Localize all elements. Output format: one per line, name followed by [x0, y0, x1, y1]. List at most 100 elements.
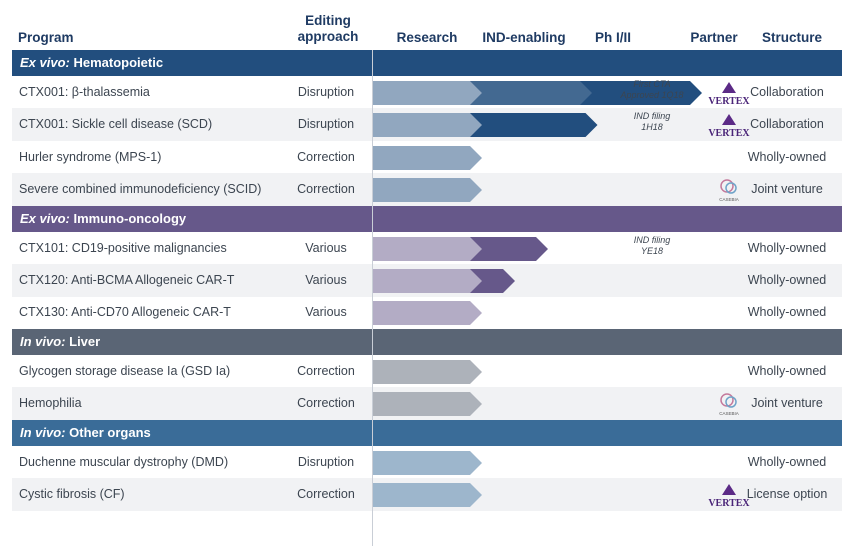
structure: Wholly-owned — [747, 240, 827, 255]
progress-arrow — [372, 450, 482, 475]
section-header: Ex vivo: Immuno-oncology — [12, 205, 842, 232]
editing-approach: Correction — [297, 363, 355, 378]
structure: Wholly-owned — [747, 363, 827, 378]
header-program: Program — [18, 30, 74, 45]
vertex-logo: VERTEX — [708, 114, 750, 139]
table-row: CTX001: β-thalassemia Disruption First CTA… — [12, 76, 842, 109]
section-title: Immuno-oncology — [69, 210, 187, 226]
program-name: Severe combined immunodeficiency (SCID) — [19, 182, 262, 197]
progress-arrow — [372, 145, 482, 170]
svg-text:CASEBIA: CASEBIA — [719, 411, 739, 416]
progress-arrow-head — [372, 145, 482, 170]
svg-text:VERTEX: VERTEX — [708, 96, 750, 107]
progress-arrow — [372, 483, 482, 507]
table-row: Severe combined immunodeficiency (SCID) C… — [12, 173, 842, 207]
progress-arrow — [372, 359, 482, 384]
table-row: CTX130: Anti-CD70 Allogeneic CAR-T Variou… — [12, 296, 842, 329]
progress-arrow — [372, 236, 548, 261]
vertex-logo-mark — [722, 484, 736, 495]
svg-text:VERTEX: VERTEX — [708, 498, 750, 509]
header-partner: Partner — [690, 30, 738, 45]
header-structure: Structure — [761, 30, 822, 45]
vertex-logo: VERTEX — [708, 484, 750, 509]
section-header: Ex vivo: Hematopoietic — [12, 50, 842, 76]
section-header: In vivo: Liver — [12, 328, 842, 355]
structure: Wholly-owned — [747, 454, 827, 469]
table-row: Hurler syndrome (MPS-1) Correction Wholly-… — [12, 141, 842, 174]
vertex-logo-mark — [722, 82, 736, 93]
editing-approach: Correction — [297, 396, 355, 411]
section-title: Liver — [65, 333, 101, 349]
structure: Wholly-owned — [747, 273, 827, 287]
progress-arrow-head — [372, 359, 482, 384]
casebia-logo: CASEBIA — [719, 179, 739, 202]
milestone-note: IND filing 1H18 — [633, 111, 671, 133]
program-name: CTX101: CD19-positive malignancies — [19, 240, 227, 255]
program-name: Duchenne muscular dystrophy (DMD) — [19, 454, 229, 469]
research-segment — [372, 269, 482, 293]
table-row: CTX120: Anti-BCMA Allogeneic CAR-T Variou… — [12, 264, 842, 297]
milestone-note: IND filing YE18 — [633, 234, 671, 256]
editing-approach: Disruption — [297, 454, 355, 469]
progress-arrow — [372, 301, 482, 326]
editing-approach: Various — [305, 240, 347, 255]
progress-arrow — [372, 392, 482, 417]
header-research: Research — [396, 30, 458, 45]
vertex-logo-mark — [722, 114, 736, 126]
editing-approach: Various — [305, 273, 347, 287]
program-name: CTX001: β-thalassemia — [19, 85, 150, 99]
section-title-italic: In vivo: — [20, 424, 66, 440]
structure: Collaboration — [750, 117, 824, 132]
structure: Joint venture — [751, 396, 823, 411]
program-name: CTX120: Anti-BCMA Allogeneic CAR-T — [19, 273, 235, 287]
structure: Joint venture — [751, 182, 823, 197]
program-name: Cystic fibrosis (CF) — [19, 487, 125, 501]
progress-arrow-head — [372, 301, 482, 326]
table-row: Glycogen storage disease Ia (GSD Ia) Corr… — [12, 355, 842, 388]
program-name: Glycogen storage disease Ia (GSD Ia) — [19, 363, 231, 378]
header-ph: Ph I/II — [594, 30, 631, 45]
svg-text:CASEBIA: CASEBIA — [719, 197, 739, 202]
milestone-note: First CTA Approved 1Q18 — [620, 79, 684, 100]
editing-approach: Correction — [297, 487, 355, 501]
editing-approach: Various — [305, 305, 347, 320]
table-row: Hemophilia Correction CASEBIA Joint venture — [12, 387, 842, 421]
section-title: Hematopoietic — [69, 55, 164, 70]
structure: License option — [746, 487, 828, 501]
progress-arrow — [372, 81, 702, 105]
progress-arrow — [372, 178, 482, 203]
program-name: Hemophilia — [19, 396, 82, 411]
program-name: CTX001: Sickle cell disease (SCD) — [19, 117, 213, 132]
progress-arrow-head — [372, 392, 482, 417]
section-title-italic: Ex vivo: — [20, 55, 70, 70]
ind-enabling-segment — [470, 81, 592, 105]
progress-arrow — [372, 113, 598, 138]
editing-approach: Disruption — [297, 117, 355, 132]
structure: Collaboration — [750, 85, 824, 99]
progress-arrow-head — [372, 178, 482, 203]
table-row: Cystic fibrosis (CF) Correction VERTEX Lice… — [12, 478, 842, 511]
table-row: Duchenne muscular dystrophy (DMD) Disrupt… — [12, 446, 842, 479]
editing-approach: Correction — [297, 149, 355, 164]
progress-arrow-head — [372, 483, 482, 507]
table-header: Program Editing approach Research IND-en… — [0, 0, 852, 50]
editing-approach: Disruption — [297, 85, 355, 99]
research-divider — [372, 50, 373, 546]
research-segment — [372, 236, 482, 261]
table-row: CTX101: CD19-positive malignancies Variou… — [12, 232, 842, 265]
structure: Wholly-owned — [747, 305, 827, 320]
research-segment — [372, 81, 482, 105]
header-editing-approach: Editing approach — [297, 13, 359, 44]
program-name: CTX130: Anti-CD70 Allogeneic CAR-T — [19, 305, 231, 320]
structure: Wholly-owned — [747, 149, 827, 164]
header-ind-enabling: IND-enabling — [482, 30, 566, 45]
section-header: In vivo: Other organs — [12, 419, 842, 446]
table-row: CTX001: Sickle cell disease (SCD) Disrupt… — [12, 108, 842, 142]
progress-arrow-head — [372, 450, 482, 475]
casebia-logo: CASEBIA — [719, 393, 739, 416]
vertex-logo: VERTEX — [708, 82, 750, 107]
progress-arrow — [372, 269, 515, 293]
section-title: Other organs — [65, 424, 151, 440]
editing-approach: Correction — [297, 182, 355, 197]
svg-text:VERTEX: VERTEX — [708, 128, 750, 139]
